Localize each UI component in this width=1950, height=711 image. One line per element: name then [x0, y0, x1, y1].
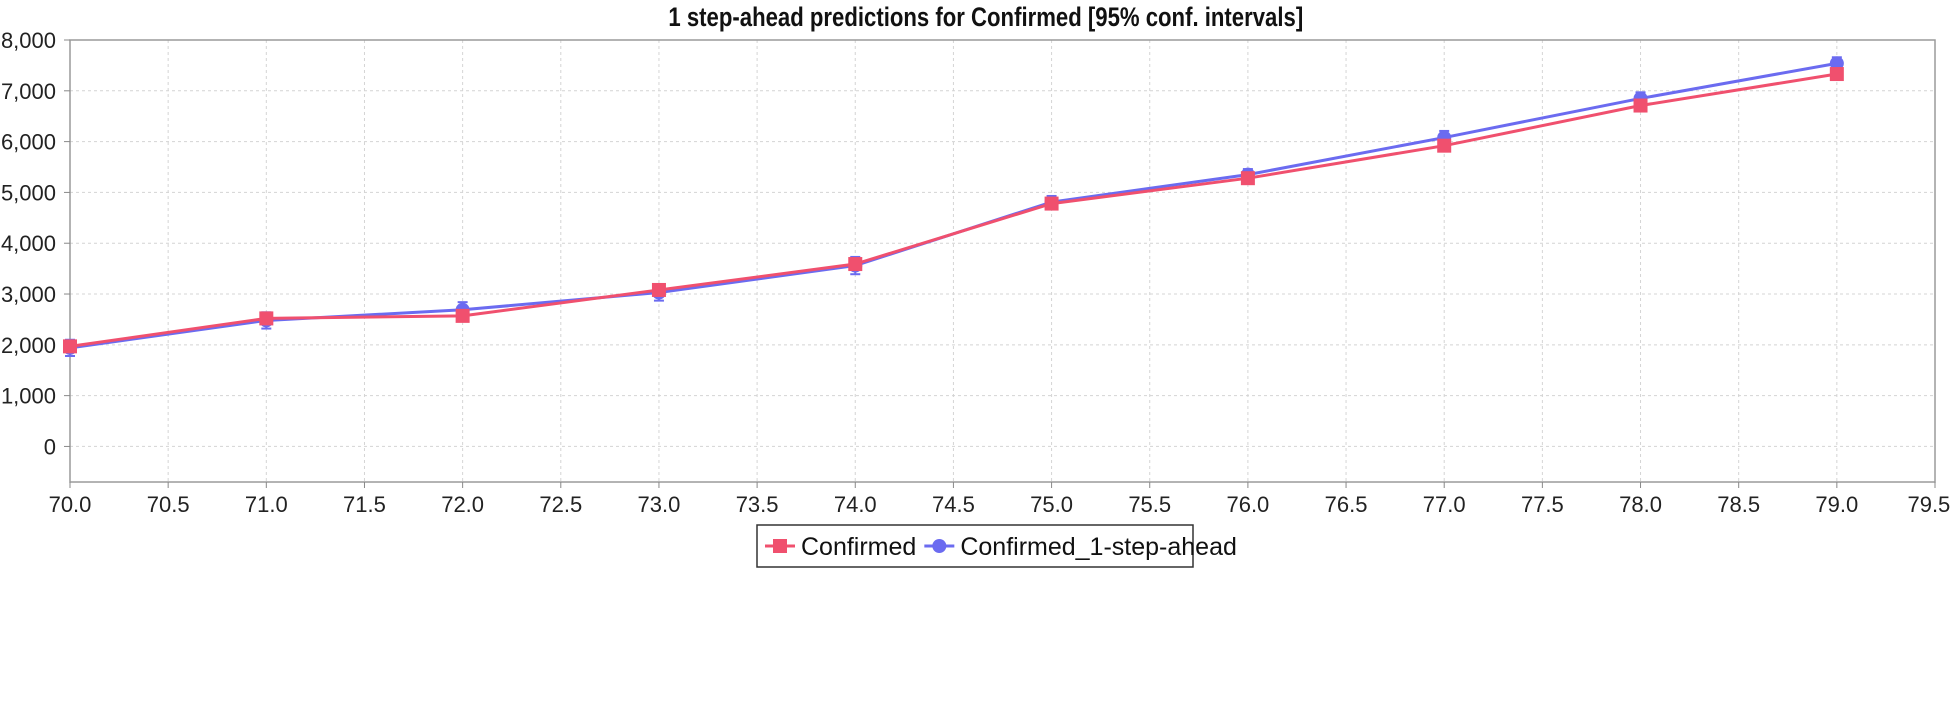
x-tick-label: 74.0: [834, 492, 877, 517]
x-tick-label: 73.5: [736, 492, 779, 517]
y-tick-label: 4,000: [1, 231, 56, 256]
legend-label: Confirmed_1-step-ahead: [960, 533, 1237, 561]
y-tick-label: 3,000: [1, 282, 56, 307]
x-tick-label: 78.5: [1717, 492, 1760, 517]
data-point: [848, 257, 863, 272]
legend-marker: [932, 539, 947, 553]
x-tick-label: 71.5: [343, 492, 386, 517]
y-tick-label: 1,000: [1, 384, 56, 409]
data-point: [1829, 67, 1844, 82]
data-point: [63, 339, 77, 354]
data-point: [651, 282, 666, 297]
legend-item: Confirmed: [765, 533, 916, 561]
chart-title: 1 step-ahead predictions for Confirmed […: [668, 2, 1304, 32]
y-tick-label: 5,000: [1, 180, 56, 205]
x-tick-label: 74.5: [932, 492, 975, 517]
axis-layer: 0 1,000 2,000 3,000 4,000 5,000 6,000 7,000 8,00…: [1, 28, 1950, 517]
data-point: [455, 308, 470, 323]
x-tick-label: 72.0: [441, 492, 484, 517]
y-tick-label: 2,000: [1, 333, 56, 358]
legend-item: Confirmed_1-step-ahead: [924, 533, 1237, 561]
x-tick-label: 79.0: [1815, 492, 1858, 517]
data-point: [1829, 56, 1844, 71]
y-tick-label: 0: [44, 434, 56, 459]
x-tick-label: 78.0: [1619, 492, 1662, 517]
y-tick-label: 8,000: [1, 28, 56, 53]
legend: Confirmed Confirmed_1-step-ahead: [756, 524, 1237, 568]
data-point: [1044, 196, 1059, 211]
x-tick-label: 72.5: [539, 492, 582, 517]
x-tick-label: 77.0: [1423, 492, 1466, 517]
series-confirmed: [63, 67, 1844, 354]
data-point: [1240, 171, 1255, 186]
x-tick-label: 76.5: [1325, 492, 1368, 517]
legend-marker: [773, 539, 787, 553]
plot-area: [69, 39, 1936, 483]
grid-layer: [70, 39, 1935, 482]
x-tick-label: 76.0: [1226, 492, 1269, 517]
x-tick-label: 73.0: [638, 492, 681, 517]
x-tick-label: 75.5: [1128, 492, 1171, 517]
series-layer: [63, 56, 1844, 358]
y-tick-label: 7,000: [1, 79, 56, 104]
legend-label: Confirmed: [801, 533, 916, 561]
x-tick-label: 79.50: [1907, 492, 1950, 517]
data-point: [259, 311, 274, 326]
x-tick-label: 77.5: [1521, 492, 1564, 517]
x-tick-label: 70.0: [49, 492, 92, 517]
data-point: [1633, 98, 1648, 113]
x-tick-label: 70.5: [147, 492, 190, 517]
legend-box: [756, 524, 1194, 568]
y-tick-label: 6,000: [1, 130, 56, 155]
series-line: [69, 72, 1838, 348]
x-tick-label: 71.0: [245, 492, 288, 517]
x-tick-label: 75.0: [1030, 492, 1073, 517]
data-point: [1437, 138, 1452, 153]
